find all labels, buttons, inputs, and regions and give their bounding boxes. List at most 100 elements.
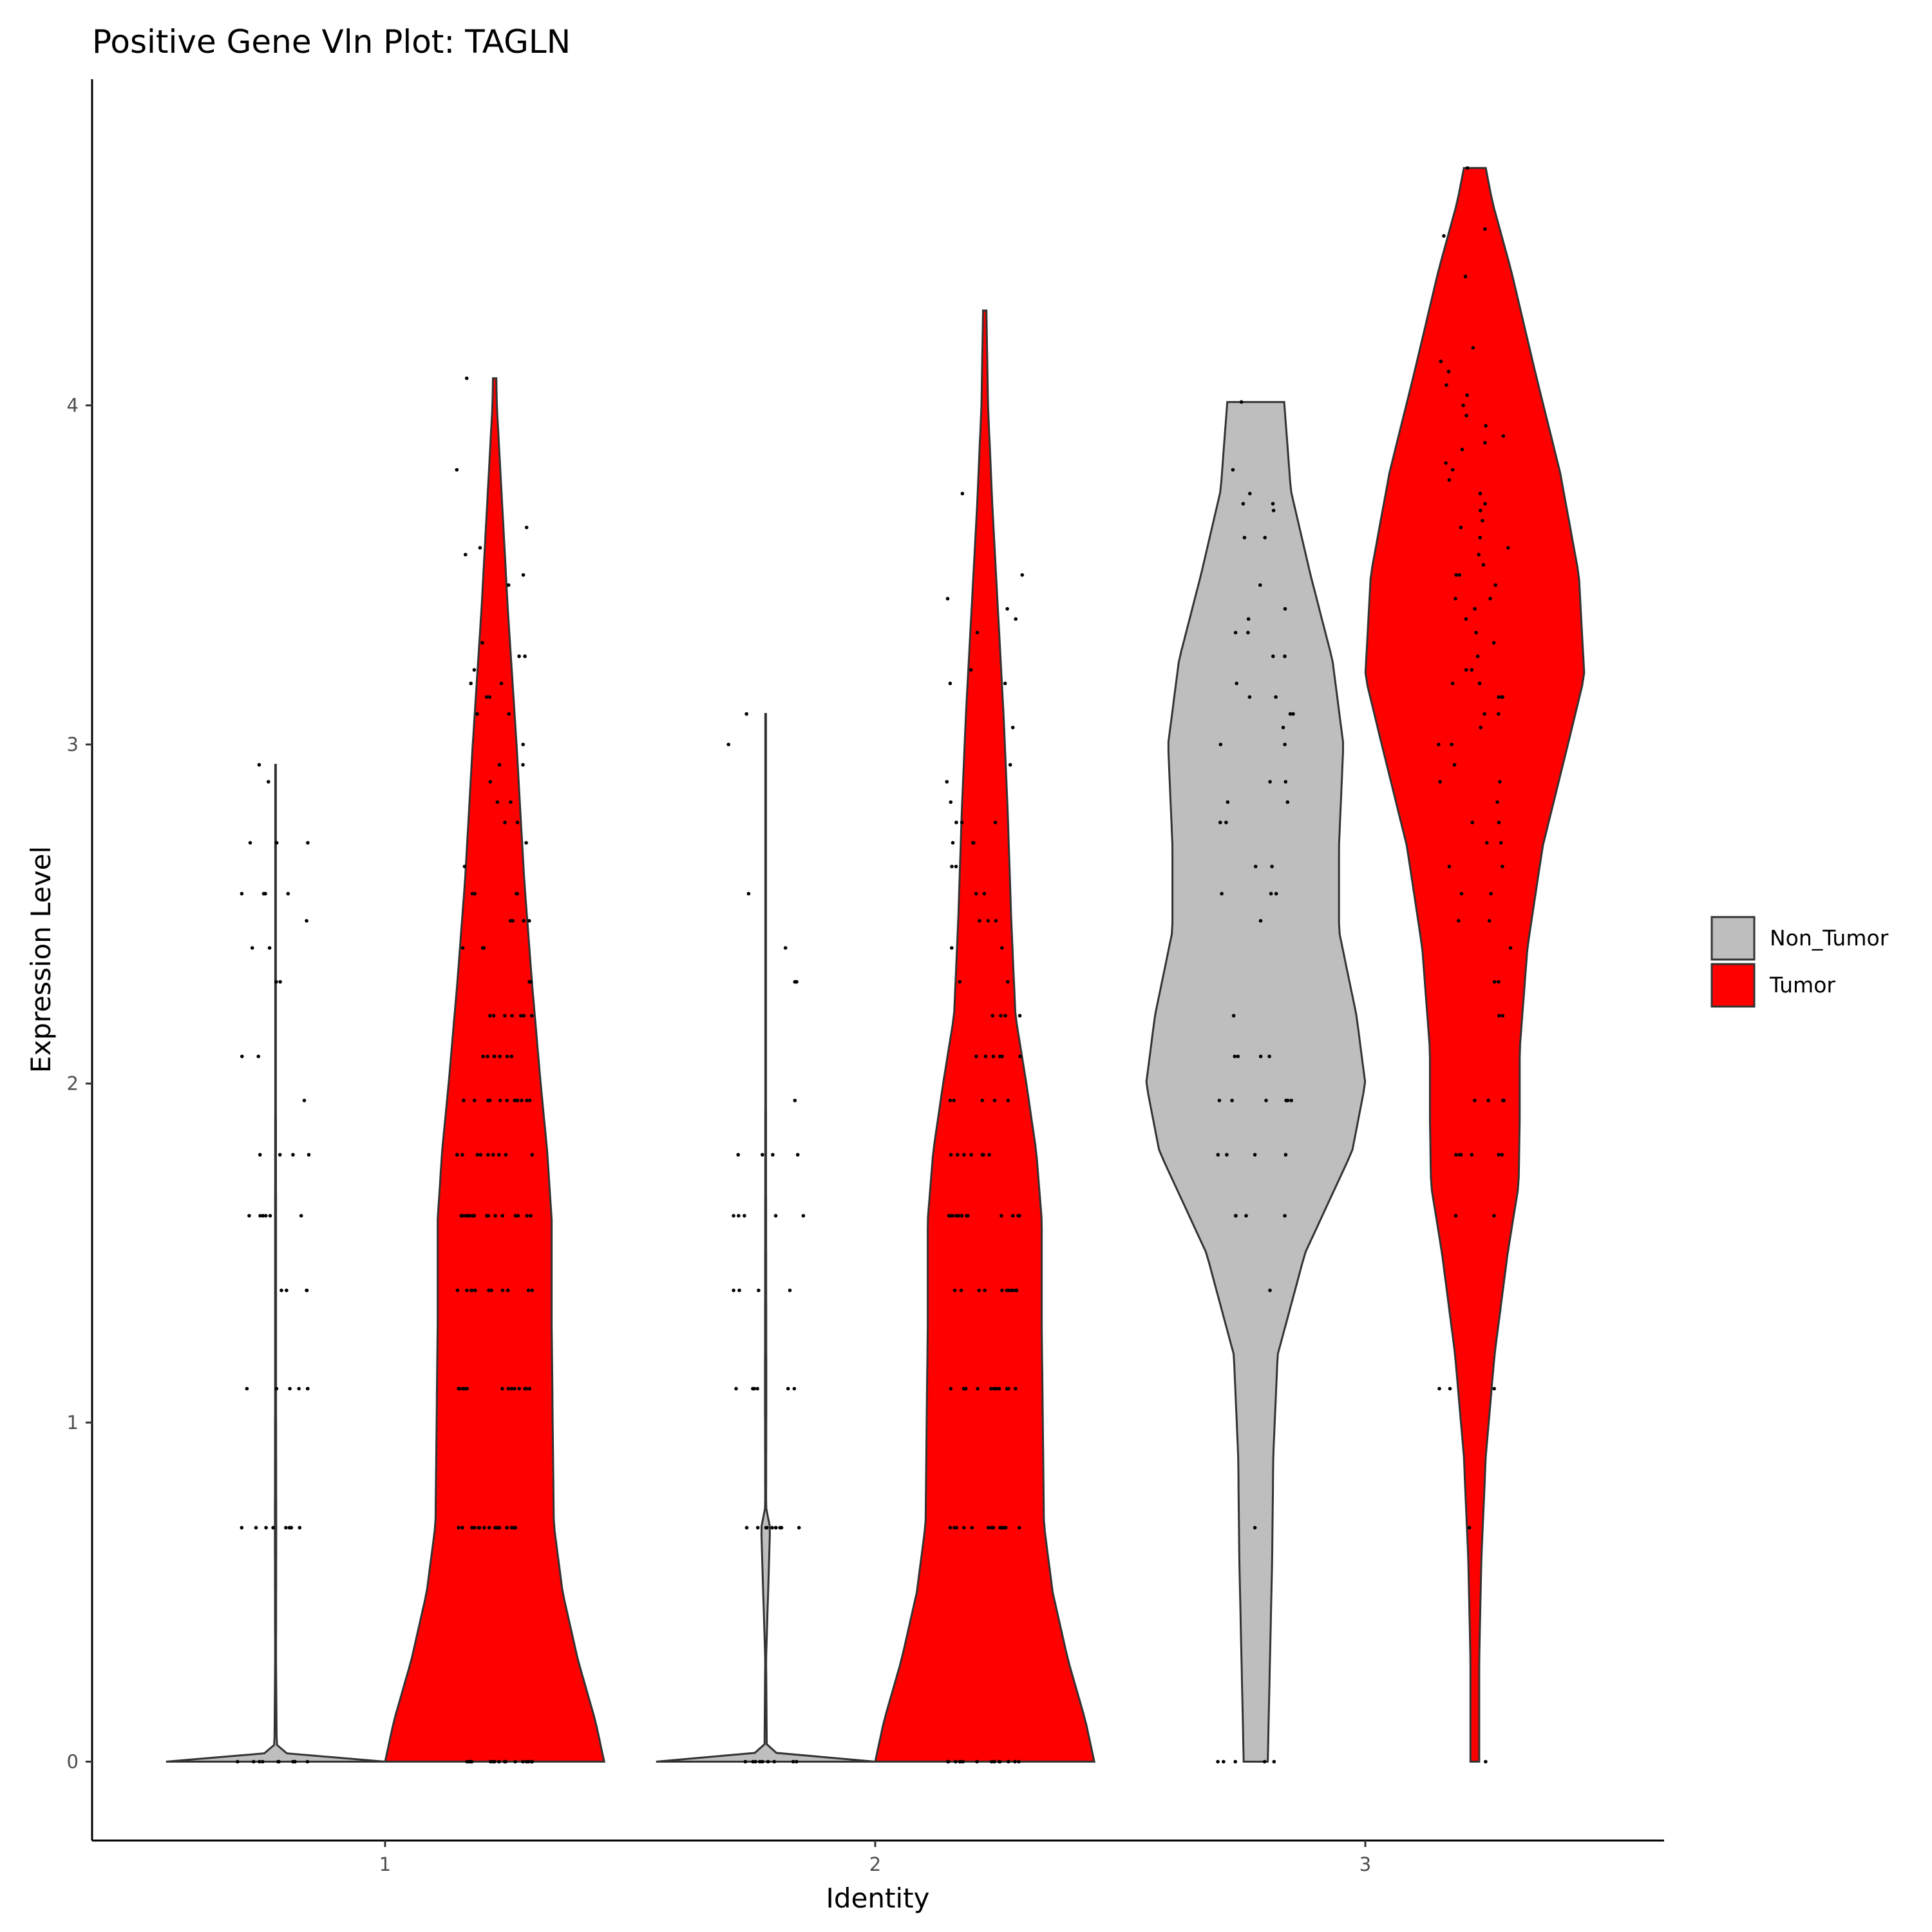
data-point (1220, 891, 1224, 896)
data-point (999, 1014, 1003, 1018)
data-point (460, 946, 465, 950)
data-point (761, 1759, 764, 1764)
data-point (1492, 1387, 1496, 1391)
data-point (1241, 502, 1245, 506)
data-point (954, 1759, 958, 1764)
data-point (974, 891, 978, 896)
data-point (486, 1054, 489, 1059)
data-point (779, 1526, 784, 1530)
data-point (1233, 630, 1238, 635)
data-point (1483, 440, 1487, 445)
data-point (509, 800, 513, 804)
data-point (1447, 864, 1452, 869)
data-point (240, 891, 244, 896)
data-point (468, 1214, 471, 1218)
data-point (513, 1759, 517, 1764)
data-point (976, 1387, 980, 1391)
data-point (959, 1288, 963, 1293)
data-point (472, 668, 477, 672)
data-point (1231, 468, 1235, 472)
data-point (993, 820, 998, 824)
data-point (496, 1526, 500, 1530)
y-tick-label: 3 (67, 734, 79, 755)
data-point (1253, 1526, 1257, 1530)
data-point (1481, 518, 1484, 523)
data-point (1264, 1099, 1268, 1103)
data-point (948, 1526, 952, 1530)
data-point (284, 1526, 288, 1530)
data-point (1233, 1759, 1237, 1764)
data-point (1464, 617, 1468, 621)
data-point (482, 1526, 486, 1530)
data-point (499, 681, 504, 685)
data-point (299, 1214, 303, 1218)
data-point (1478, 491, 1482, 496)
violin-tumor-3 (1364, 167, 1586, 1763)
data-point (503, 1014, 507, 1018)
data-point (732, 1288, 735, 1293)
data-point (786, 1387, 790, 1391)
data-point (1218, 820, 1222, 824)
data-point (1018, 1214, 1021, 1218)
data-point (974, 1054, 978, 1059)
data-point (1446, 370, 1451, 374)
data-point (956, 1153, 960, 1157)
data-point (491, 1759, 495, 1764)
data-point (1489, 891, 1493, 896)
data-point (945, 596, 950, 601)
data-point (1484, 424, 1488, 428)
data-point (1470, 1153, 1474, 1157)
data-point (510, 1014, 514, 1018)
data-point (484, 695, 489, 699)
data-point (254, 1526, 258, 1530)
data-point (1493, 583, 1497, 587)
data-point (1501, 434, 1506, 438)
data-point (1454, 596, 1457, 601)
data-point (1005, 607, 1009, 611)
data-point (1270, 864, 1274, 869)
data-point (994, 919, 998, 923)
data-point (1283, 607, 1287, 611)
data-point (497, 1759, 501, 1764)
data-point (766, 1759, 770, 1764)
data-point (999, 1214, 1003, 1218)
data-point (1479, 508, 1482, 513)
data-point (526, 1759, 531, 1764)
data-point (770, 1526, 774, 1530)
data-point (503, 820, 507, 824)
x-tick-label: 1 (379, 1853, 391, 1875)
data-point (489, 1759, 493, 1764)
data-point (1437, 1387, 1441, 1391)
data-point (1471, 346, 1475, 350)
data-point (478, 545, 482, 550)
data-point (506, 583, 511, 587)
data-point (950, 864, 954, 869)
data-point (991, 1054, 996, 1059)
data-point (1271, 508, 1276, 513)
data-point (1506, 545, 1510, 550)
data-point (529, 1214, 533, 1218)
data-point (293, 1759, 297, 1764)
data-point (1000, 946, 1004, 950)
data-point (1501, 1099, 1505, 1103)
data-point (1247, 695, 1252, 699)
data-point (1288, 712, 1293, 716)
data-point (505, 1054, 509, 1059)
data-point (1479, 725, 1482, 730)
data-point (960, 820, 964, 824)
data-point (958, 980, 962, 984)
data-point (971, 840, 975, 845)
data-point (1477, 553, 1481, 556)
violin-non-tumor-3 (1145, 401, 1367, 1763)
data-point (1014, 617, 1018, 621)
data-point (970, 1526, 974, 1530)
data-point (521, 743, 525, 746)
data-point (305, 1288, 308, 1293)
data-point (250, 946, 254, 950)
data-point (773, 1214, 778, 1218)
data-point (1438, 780, 1442, 784)
data-point (523, 654, 527, 658)
data-point (743, 1214, 746, 1218)
data-point (1454, 573, 1458, 577)
data-point (509, 1387, 514, 1391)
